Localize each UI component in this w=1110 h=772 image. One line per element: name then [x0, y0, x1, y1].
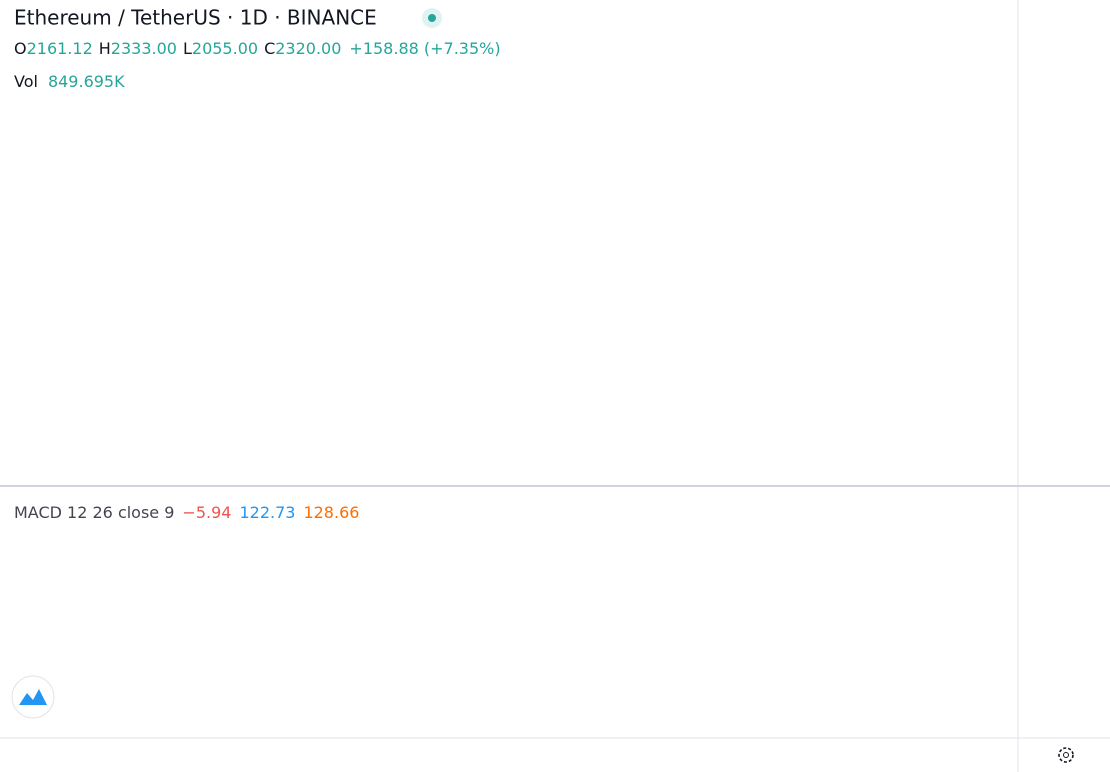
logo-icon: [19, 689, 47, 705]
ohlc-value: 2333.00: [111, 39, 177, 58]
macd-hist-value: −5.94: [182, 503, 231, 522]
gear-center: [1063, 752, 1069, 758]
logo-circle: [11, 675, 55, 719]
ohlc-value: 2161.12: [27, 39, 93, 58]
change: +158.88 (+7.35%): [349, 39, 500, 58]
gear-icon: [1058, 747, 1074, 763]
symbol-title: Ethereum / TetherUS · 1D · BINANCE: [14, 6, 377, 30]
ohlc-label: C: [264, 39, 275, 58]
macd-value: 122.73: [239, 503, 295, 522]
ohlc-label: L: [183, 39, 192, 58]
ohlc-legend: O2161.12 H2333.00 L2055.00 C2320.00 +158.88 …: [14, 39, 501, 58]
volume-label: Vol: [14, 72, 38, 91]
ohlc-label: H: [99, 39, 111, 58]
status-dot: [428, 14, 436, 22]
macd-legend: MACD 12 26 close 9 −5.94 122.73 128.66: [14, 503, 359, 522]
logo[interactable]: [11, 675, 55, 719]
signal-value: 128.66: [303, 503, 359, 522]
macd-title: MACD 12 26 close 9: [14, 503, 174, 522]
volume-legend: Vol 849.695K: [14, 72, 125, 91]
ohlc-value: 2055.00: [192, 39, 258, 58]
ohlc-label: O: [14, 39, 27, 58]
ohlc-value: 2320.00: [275, 39, 341, 58]
volume-value: 849.695K: [48, 72, 125, 91]
settings[interactable]: [1058, 747, 1074, 763]
